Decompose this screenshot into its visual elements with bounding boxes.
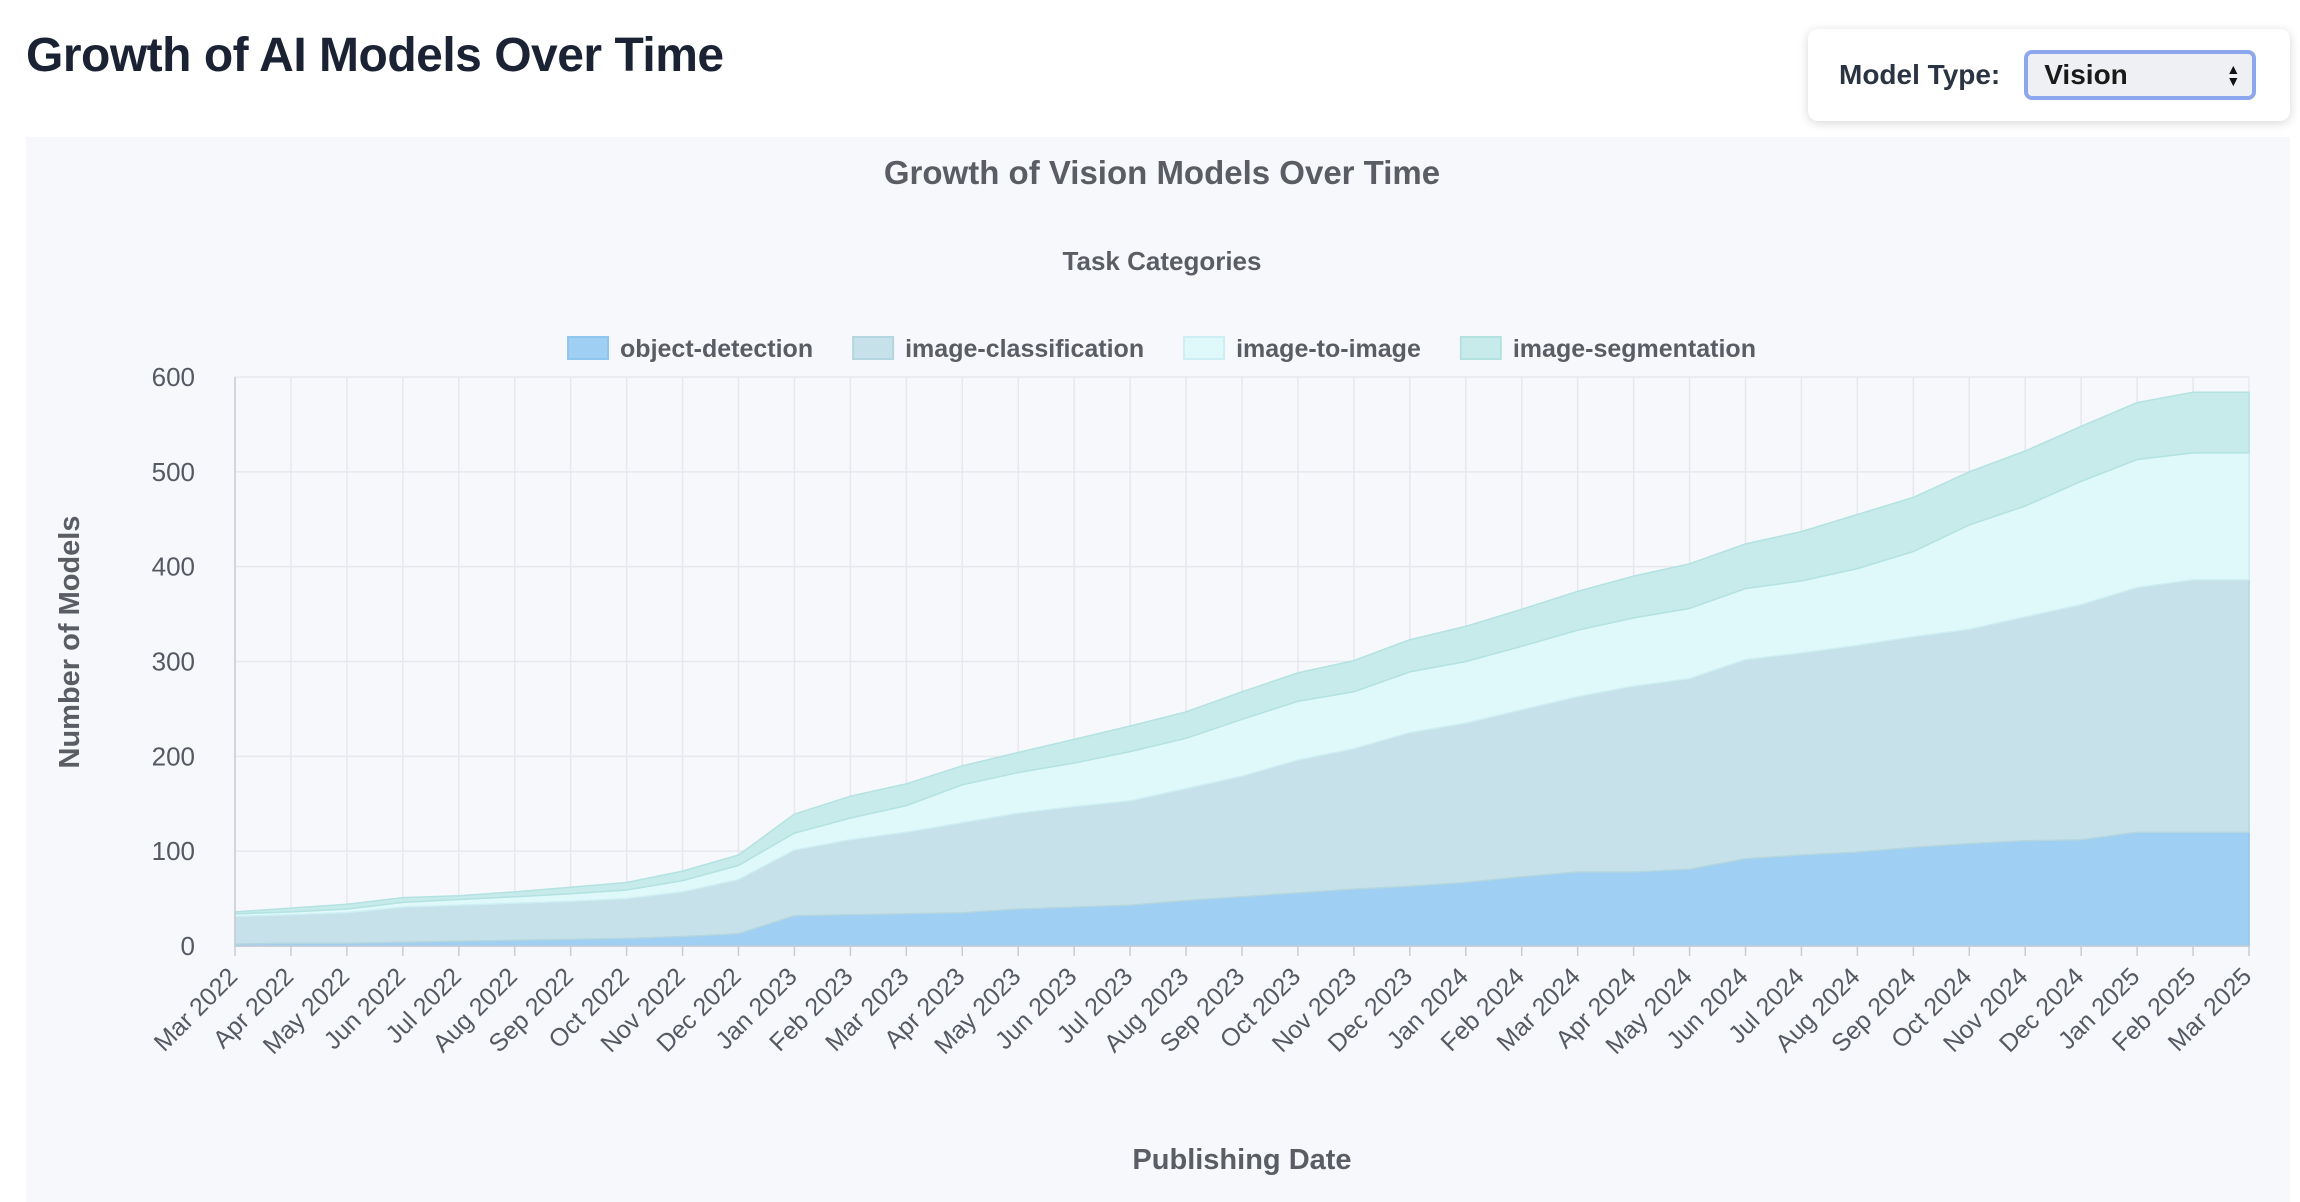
area-image-segmentation (234, 391, 2250, 915)
chart-panel: Growth of Vision Models Over Time Task C… (26, 137, 2290, 1202)
legend-swatch (1459, 336, 1502, 360)
model-type-control: Model Type: Vision ▲ ▼ (1808, 29, 2290, 121)
legend-label: image-classification (905, 335, 1144, 363)
y-tick-label: 300 (152, 647, 195, 677)
y-tick-label: 100 (152, 836, 195, 866)
model-type-select[interactable]: Vision ▲ ▼ (2024, 50, 2257, 100)
chart-title: Growth of Vision Models Over Time (884, 154, 1440, 191)
select-arrows-icon: ▲ ▼ (2226, 61, 2241, 89)
model-type-selected-value: Vision (2044, 59, 2128, 90)
legend: object-detection image-classification imag… (567, 335, 1756, 363)
legend-swatch (567, 336, 610, 360)
legend-swatch (852, 336, 895, 360)
y-tick-label: 400 (152, 552, 195, 582)
area-chart: Growth of Vision Models Over Time Task C… (54, 154, 2257, 1176)
legend-item-image-classification[interactable]: image-classification (852, 335, 1144, 363)
legend-title: Task Categories (1063, 246, 1262, 276)
legend-item-object-detection[interactable]: object-detection (567, 335, 813, 363)
legend-item-image-to-image[interactable]: image-to-image (1183, 335, 1421, 363)
y-tick-label: 0 (181, 931, 195, 961)
x-axis-label: Publishing Date (1132, 1144, 1351, 1176)
legend-label: image-to-image (1236, 335, 1421, 363)
legend-label: image-segmentation (1513, 335, 1756, 363)
series-areas (234, 391, 2250, 947)
page-title: Growth of AI Models Over Time (26, 29, 724, 82)
y-tick-label: 500 (152, 457, 195, 487)
y-tick-label: 200 (152, 741, 195, 771)
y-axis-label: Number of Models (54, 516, 86, 769)
y-tick-label: 600 (152, 362, 195, 392)
legend-swatch (1183, 336, 1226, 360)
legend-item-image-segmentation[interactable]: image-segmentation (1459, 335, 1756, 363)
legend-label: object-detection (620, 335, 813, 363)
model-type-label: Model Type: (1839, 59, 2001, 90)
